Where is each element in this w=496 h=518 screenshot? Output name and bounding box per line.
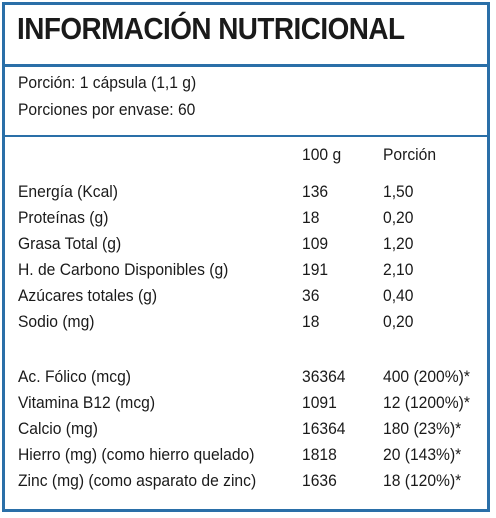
table-row: Azúcares totales (g) 36 0,40 bbox=[5, 286, 487, 312]
servings-per-container: Porciones por envase: 60 bbox=[18, 100, 196, 119]
value-per-portion: 180 (23%)* bbox=[383, 419, 462, 438]
value-per-portion: 20 (143%)* bbox=[383, 445, 462, 464]
value-per-portion: 12 (1200%)* bbox=[383, 393, 470, 412]
table-row: Proteínas (g) 18 0,20 bbox=[5, 208, 487, 234]
value-per-100g: 1091 bbox=[302, 393, 337, 412]
nutrient-name: Hierro (mg) (como hierro quelado) bbox=[18, 445, 255, 464]
table-row: Sodio (mg) 18 0,20 bbox=[5, 312, 487, 338]
value-per-100g: 191 bbox=[302, 260, 329, 279]
nutrition-facts-panel: INFORMACIÓN NUTRICIONAL Porción: 1 cápsu… bbox=[2, 2, 490, 512]
nutrient-name: Sodio (mg) bbox=[18, 312, 95, 331]
value-per-100g: 109 bbox=[302, 234, 329, 253]
column-header-portion: Porción bbox=[383, 145, 437, 164]
nutrient-name: Grasa Total (g) bbox=[18, 234, 122, 253]
nutrient-name: Proteínas (g) bbox=[18, 208, 109, 227]
value-per-portion: 1,50 bbox=[383, 182, 414, 201]
nutrient-name: Ac. Fólico (mcg) bbox=[18, 367, 131, 386]
value-per-100g: 36 bbox=[302, 286, 320, 305]
column-header-row: 100 g Porción bbox=[5, 145, 487, 171]
value-per-portion: 0,40 bbox=[383, 286, 414, 305]
value-per-100g: 16364 bbox=[302, 419, 346, 438]
table-row: Calcio (mg) 16364 180 (23%)* bbox=[5, 419, 487, 445]
value-per-portion: 400 (200%)* bbox=[383, 367, 470, 386]
nutrient-name: Zinc (mg) (como asparato de zinc) bbox=[18, 471, 257, 490]
nutrient-name: Energía (Kcal) bbox=[18, 182, 118, 201]
value-per-100g: 1636 bbox=[302, 471, 337, 490]
table-row: Ac. Fólico (mcg) 36364 400 (200%)* bbox=[5, 367, 487, 393]
table-row: Zinc (mg) (como asparato de zinc) 1636 1… bbox=[5, 471, 487, 497]
value-per-portion: 0,20 bbox=[383, 208, 414, 227]
nutrient-name: Azúcares totales (g) bbox=[18, 286, 158, 305]
serving-divider bbox=[5, 135, 487, 137]
value-per-100g: 136 bbox=[302, 182, 329, 201]
value-per-portion: 2,10 bbox=[383, 260, 414, 279]
table-row: Vitamina B12 (mcg) 1091 12 (1200%)* bbox=[5, 393, 487, 419]
table-row: H. de Carbono Disponibles (g) 191 2,10 bbox=[5, 260, 487, 286]
value-per-portion: 1,20 bbox=[383, 234, 414, 253]
table-row: Grasa Total (g) 109 1,20 bbox=[5, 234, 487, 260]
value-per-portion: 0,20 bbox=[383, 312, 414, 331]
value-per-100g: 18 bbox=[302, 208, 320, 227]
value-per-100g: 1818 bbox=[302, 445, 337, 464]
value-per-portion: 18 (120%)* bbox=[383, 471, 462, 490]
nutrient-name: Calcio (mg) bbox=[18, 419, 98, 438]
table-row: Hierro (mg) (como hierro quelado) 1818 2… bbox=[5, 445, 487, 471]
table-row: Energía (Kcal) 136 1,50 bbox=[5, 182, 487, 208]
panel-title: INFORMACIÓN NUTRICIONAL bbox=[17, 11, 405, 46]
title-divider bbox=[5, 64, 487, 67]
nutrient-name: H. de Carbono Disponibles (g) bbox=[18, 260, 229, 279]
column-header-100g: 100 g bbox=[302, 145, 342, 164]
serving-size: Porción: 1 cápsula (1,1 g) bbox=[18, 73, 197, 92]
value-per-100g: 18 bbox=[302, 312, 320, 331]
nutrient-name: Vitamina B12 (mcg) bbox=[18, 393, 156, 412]
value-per-100g: 36364 bbox=[302, 367, 346, 386]
